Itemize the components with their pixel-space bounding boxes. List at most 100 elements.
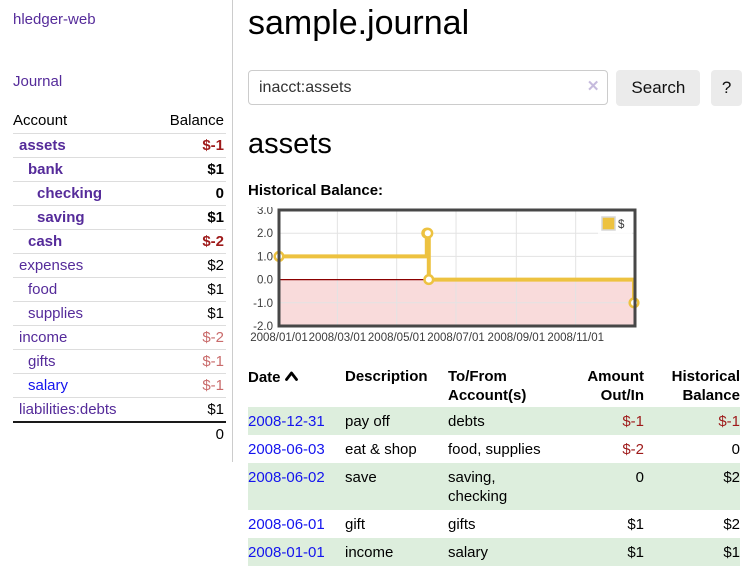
y-axis-tick-label: -1.0: [253, 298, 273, 310]
legend-label: $: [618, 219, 625, 231]
sidebar-account-link[interactable]: gifts: [28, 353, 56, 370]
sidebar-account-link[interactable]: cash: [28, 233, 63, 250]
x-axis-tick-label: 2008/03/01: [309, 332, 367, 344]
register-table-body: 2008-12-31 pay off debts $-1 $-1 2008-06…: [248, 407, 740, 566]
transaction-date-link[interactable]: 2008-12-31: [248, 413, 325, 430]
sidebar-account-balance: $1: [207, 281, 224, 298]
search-form: ✕ Search ?: [248, 70, 742, 106]
sidebar: hledger-web Journal Account Balance asse…: [0, 0, 233, 462]
accounts-total: 0: [13, 421, 226, 446]
register-table: Date Description To/From Account(s) Amou…: [248, 365, 740, 566]
transaction-balance: $-1: [718, 413, 740, 430]
chart-label: Historical Balance:: [248, 182, 384, 199]
register-row: 2008-12-31 pay off debts $-1 $-1: [248, 407, 740, 435]
y-axis-tick-label: -2.0: [253, 321, 273, 333]
accounts-column-header: To/From Account(s): [448, 368, 527, 404]
search-button[interactable]: Search: [616, 70, 701, 106]
amount-column-header: Amount Out/In: [587, 368, 644, 404]
y-axis-tick-label: 3.0: [257, 207, 273, 217]
description-column-header: Description: [345, 368, 428, 385]
main-content: sample.journal ✕ Search ? assets Histori…: [233, 0, 742, 566]
transaction-description: income: [345, 544, 394, 561]
transaction-accounts: saving, checking: [448, 469, 508, 505]
sidebar-account-row: liabilities:debts $1: [13, 397, 226, 421]
x-axis-tick-label: 2008/07/01: [427, 332, 485, 344]
transaction-accounts: food, supplies: [448, 441, 541, 458]
transaction-description: eat & shop: [345, 441, 417, 458]
sidebar-account-balance: 0: [215, 185, 224, 202]
sidebar-account-row: food $1: [13, 277, 226, 301]
sidebar-account-row: supplies $1: [13, 301, 226, 325]
date-column-header[interactable]: Date: [248, 365, 345, 407]
transaction-amount: $-1: [622, 413, 644, 430]
sidebar-account-link[interactable]: checking: [37, 185, 103, 202]
balance-column-header: Balance: [169, 112, 224, 129]
register-header-row: Date Description To/From Account(s) Amou…: [248, 365, 740, 407]
transaction-accounts: gifts: [448, 516, 476, 533]
app-title-link[interactable]: hledger-web: [13, 11, 96, 28]
sidebar-account-row: cash $-2: [13, 229, 226, 253]
transaction-date-link[interactable]: 2008-06-02: [248, 469, 325, 486]
transaction-accounts: debts: [448, 413, 485, 430]
search-input[interactable]: [248, 70, 609, 105]
data-point-marker: [422, 227, 434, 239]
transaction-accounts: salary: [448, 544, 489, 561]
help-button[interactable]: ?: [711, 70, 742, 106]
balance-column-header-main: Historical Balance: [671, 368, 740, 404]
transaction-amount: 0: [635, 469, 644, 486]
sidebar-account-balance: $-1: [202, 353, 224, 370]
sidebar-account-balance: $-2: [202, 329, 224, 346]
sidebar-account-balance: $1: [207, 401, 224, 418]
sidebar-account-balance: $1: [207, 161, 224, 178]
transaction-date-link[interactable]: 2008-06-03: [248, 441, 325, 458]
transaction-date-link[interactable]: 2008-06-01: [248, 516, 325, 533]
accounts-table-body: assets $-1 bank $1 checking 0 saving $1 …: [13, 133, 226, 421]
clear-search-icon[interactable]: ✕: [586, 78, 600, 95]
transaction-balance: $1: [723, 544, 740, 561]
sidebar-account-row: salary $-1: [13, 373, 226, 397]
sidebar-account-balance: $1: [207, 209, 224, 226]
transaction-amount: $-2: [622, 441, 644, 458]
sidebar-account-balance: $-2: [202, 233, 224, 250]
y-axis-tick-label: 0.0: [257, 275, 273, 287]
sidebar-account-link[interactable]: supplies: [28, 305, 84, 322]
sidebar-account-balance: $1: [207, 305, 224, 322]
sidebar-account-link[interactable]: assets: [19, 137, 66, 154]
sidebar-account-balance: $-1: [202, 377, 224, 394]
sidebar-account-link[interactable]: saving: [37, 209, 85, 226]
sidebar-account-row: gifts $-1: [13, 349, 226, 373]
x-axis-tick-label: 2008/05/01: [368, 332, 426, 344]
sidebar-account-row: bank $1: [13, 157, 226, 181]
accounts-table-header: Account Balance: [13, 109, 226, 133]
account-column-header: Account: [13, 112, 68, 129]
sidebar-account-link[interactable]: bank: [28, 161, 64, 178]
transaction-description: save: [345, 469, 377, 486]
transaction-description: pay off: [345, 413, 390, 430]
sidebar-account-row: checking 0: [13, 181, 226, 205]
account-heading: assets: [248, 128, 332, 160]
register-row: 2008-06-03 eat & shop food, supplies $-2…: [248, 435, 740, 463]
y-axis-tick-label: 2.0: [257, 228, 273, 240]
register-row: 2008-01-01 income salary $1 $1: [248, 538, 740, 566]
sidebar-account-link[interactable]: liabilities:debts: [19, 401, 117, 418]
sidebar-account-balance: $-1: [202, 137, 224, 154]
transaction-date-link[interactable]: 2008-01-01: [248, 544, 325, 561]
data-point-marker: [423, 274, 435, 286]
sort-ascending-icon: [284, 367, 298, 386]
sidebar-account-link[interactable]: salary: [28, 377, 69, 394]
transaction-amount: $1: [627, 544, 644, 561]
sidebar-item-journal[interactable]: Journal: [13, 73, 63, 90]
sidebar-account-link[interactable]: income: [19, 329, 68, 346]
sidebar-account-link[interactable]: food: [28, 281, 58, 298]
x-axis-tick-label: 2008/09/01: [488, 332, 546, 344]
accounts-table: Account Balance assets $-1 bank $1 check…: [13, 109, 226, 446]
sidebar-account-row: assets $-1: [13, 133, 226, 157]
transaction-balance: 0: [731, 441, 740, 458]
page-title: sample.journal: [248, 4, 470, 42]
sidebar-account-row: saving $1: [13, 205, 226, 229]
transaction-balance: $2: [723, 469, 740, 486]
x-axis-tick-label: 2008/01/01: [250, 332, 308, 344]
register-row: 2008-06-01 gift gifts $1 $2: [248, 510, 740, 538]
sidebar-account-link[interactable]: expenses: [19, 257, 84, 274]
